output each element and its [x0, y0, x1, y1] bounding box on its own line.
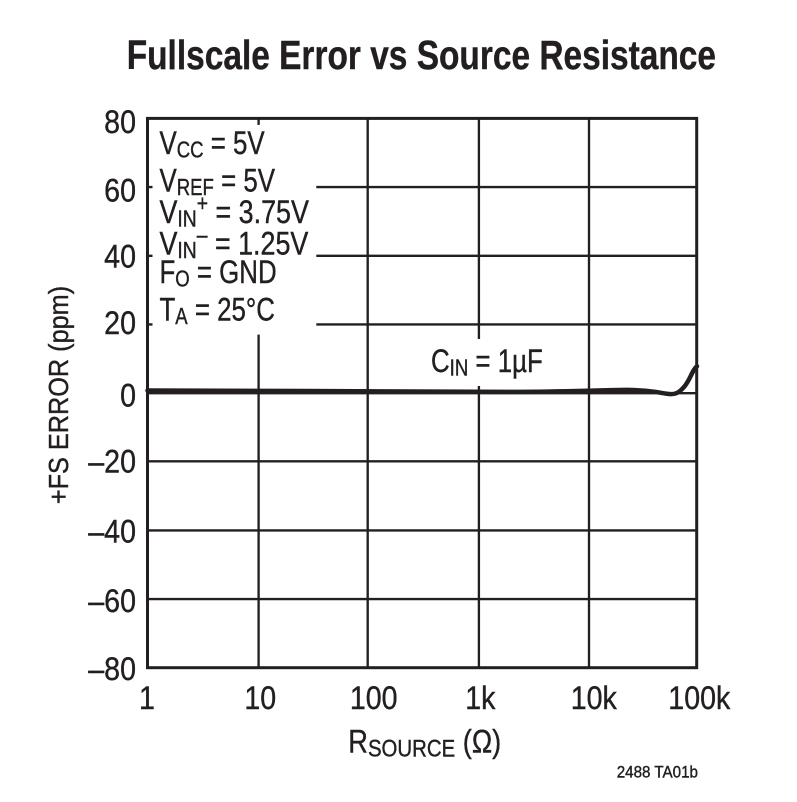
svg-text:–60: –60	[88, 583, 136, 619]
svg-text:1: 1	[139, 680, 155, 716]
svg-text:VCC = 5V: VCC = 5V	[160, 126, 266, 163]
svg-text:10k: 10k	[571, 680, 618, 716]
svg-text:–80: –80	[88, 651, 136, 687]
svg-text:CIN = 1µF: CIN = 1µF	[431, 345, 543, 382]
svg-text:0: 0	[120, 378, 136, 414]
svg-text:VIN– = 1.25V: VIN– = 1.25V	[160, 223, 309, 263]
svg-text:FO = GND: FO = GND	[160, 256, 277, 293]
svg-text:TA = 25°C: TA = 25°C	[160, 293, 275, 330]
svg-text:2488 TA01b: 2488 TA01b	[617, 764, 698, 782]
svg-text:40: 40	[104, 239, 136, 275]
svg-text:20: 20	[104, 306, 136, 342]
svg-text:60: 60	[104, 173, 136, 209]
svg-text:80: 80	[104, 104, 136, 140]
svg-text:100k: 100k	[668, 680, 731, 716]
svg-text:1k: 1k	[465, 680, 496, 716]
svg-text:10: 10	[244, 680, 276, 716]
svg-text:Fullscale Error vs Source Resi: Fullscale Error vs Source Resistance	[127, 32, 716, 78]
svg-text:100: 100	[350, 680, 398, 716]
svg-text:–20: –20	[88, 444, 136, 480]
svg-text:–40: –40	[88, 514, 136, 550]
svg-text:+FS ERROR (ppm): +FS ERROR (ppm)	[43, 286, 74, 504]
